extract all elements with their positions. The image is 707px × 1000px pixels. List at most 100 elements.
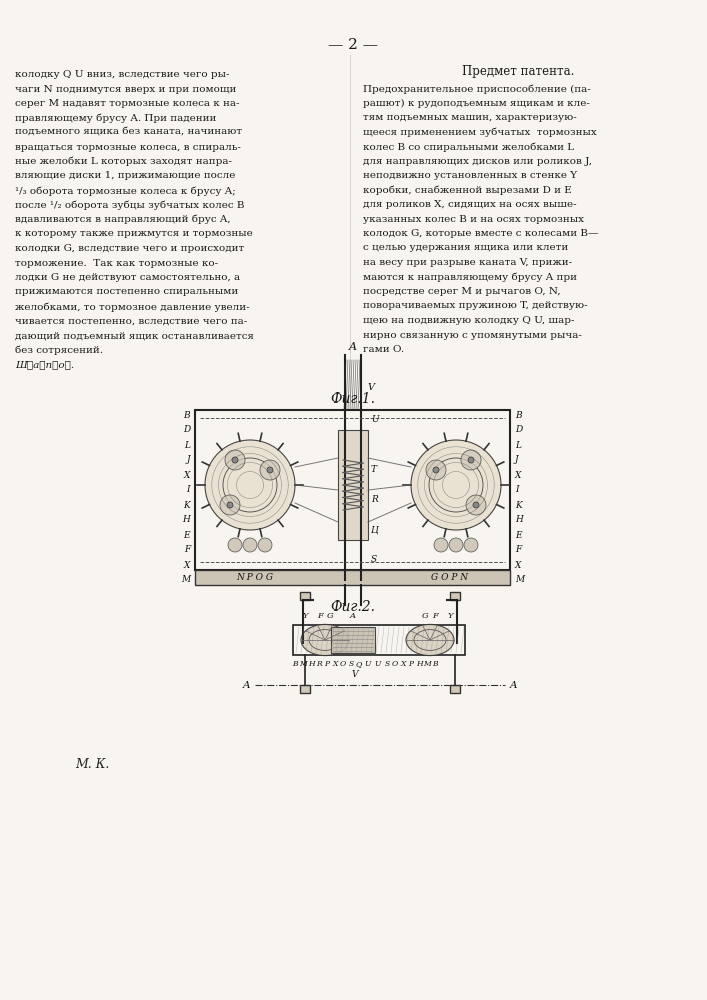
- Ellipse shape: [406, 624, 454, 656]
- Text: М. К.: М. К.: [75, 758, 110, 772]
- Bar: [195, 410, 510, 570]
- Text: N P O G: N P O G: [236, 574, 274, 582]
- Text: X: X: [184, 560, 190, 570]
- Text: K: K: [183, 500, 190, 510]
- Text: R: R: [316, 660, 322, 668]
- Text: коробки, снабженной вырезами D и E: коробки, снабженной вырезами D и E: [363, 186, 572, 195]
- Text: ные желобки L которых заходят напра-: ные желобки L которых заходят напра-: [15, 157, 232, 166]
- Text: M: M: [299, 660, 307, 668]
- Text: — 2 —: — 2 —: [328, 38, 378, 52]
- Text: рашют) к рудоподъемным ящикам и кле-: рашют) к рудоподъемным ящикам и кле-: [363, 99, 590, 108]
- Text: колес B со спиральными желобками L: колес B со спиральными желобками L: [363, 142, 574, 151]
- Bar: [331, 627, 375, 653]
- Circle shape: [434, 538, 448, 552]
- Text: лодки G не действуют самостоятельно, а: лодки G не действуют самостоятельно, а: [15, 273, 240, 282]
- Text: X: X: [515, 560, 521, 570]
- Text: торможение.  Так как тормозные ко-: торможение. Так как тормозные ко-: [15, 258, 218, 267]
- Circle shape: [468, 457, 474, 463]
- Circle shape: [258, 538, 272, 552]
- Circle shape: [267, 467, 273, 473]
- Text: колодку Q U вниз, вследствие чего ры-: колодку Q U вниз, вследствие чего ры-: [15, 70, 230, 79]
- Text: O: O: [340, 660, 346, 668]
- Text: M: M: [515, 576, 525, 584]
- Text: A: A: [243, 680, 250, 690]
- Text: H: H: [308, 660, 315, 668]
- Text: с целью удержания ящика или клети: с целью удержания ящика или клети: [363, 243, 568, 252]
- Text: чаги N поднимутся вверх и при помощи: чаги N поднимутся вверх и при помощи: [15, 85, 236, 94]
- Text: для роликов X, сидящих на осях выше-: для роликов X, сидящих на осях выше-: [363, 200, 577, 209]
- Text: правляющему брусу A. При падении: правляющему брусу A. При падении: [15, 113, 216, 123]
- Circle shape: [220, 495, 240, 515]
- Text: S: S: [371, 556, 377, 564]
- Text: P: P: [409, 660, 414, 668]
- Text: к которому также прижмутся и тормозные: к которому также прижмутся и тормозные: [15, 230, 252, 238]
- Text: L: L: [515, 440, 521, 450]
- Text: E: E: [183, 530, 190, 540]
- Text: B: B: [515, 410, 522, 420]
- Text: S: S: [349, 660, 354, 668]
- Text: Ц: Ц: [371, 526, 379, 534]
- Text: поворачиваемых пружиною T, действую-: поворачиваемых пружиною T, действую-: [363, 302, 588, 310]
- Text: R: R: [371, 495, 378, 504]
- Text: для направляющих дисков или роликов J,: для направляющих дисков или роликов J,: [363, 156, 592, 165]
- Circle shape: [461, 450, 481, 470]
- Text: на весу при разрыве каната V, прижи-: на весу при разрыве каната V, прижи-: [363, 258, 572, 267]
- Text: дающий подъемный ящик останавливается: дающий подъемный ящик останавливается: [15, 331, 254, 340]
- Text: T: T: [371, 466, 377, 475]
- Text: M: M: [423, 660, 431, 668]
- Circle shape: [232, 457, 238, 463]
- Text: D: D: [515, 426, 522, 434]
- Circle shape: [227, 502, 233, 508]
- Text: X: X: [400, 660, 406, 668]
- Bar: [450, 592, 460, 600]
- Bar: [195, 570, 510, 585]
- Bar: [450, 685, 460, 693]
- Ellipse shape: [301, 624, 349, 656]
- Text: маются к направляющему брусу A при: маются к направляющему брусу A при: [363, 272, 577, 282]
- Text: после ¹/₂ оборота зубцы зубчатых колес B: после ¹/₂ оборота зубцы зубчатых колес B: [15, 200, 245, 210]
- Text: V: V: [352, 670, 358, 679]
- Text: желобками, то тормозное давление увели-: желобками, то тормозное давление увели-: [15, 302, 250, 312]
- Circle shape: [243, 538, 257, 552]
- Text: колодок G, которые вместе с колесами B—: колодок G, которые вместе с колесами B—: [363, 229, 598, 238]
- Circle shape: [411, 440, 501, 530]
- Text: I: I: [515, 486, 518, 494]
- Text: U: U: [364, 660, 370, 668]
- Text: Y: Y: [303, 612, 308, 620]
- Text: серег M надавят тормозные колеса к на-: серег M надавят тормозные колеса к на-: [15, 99, 240, 108]
- Text: Предохранительное приспособление (па-: Предохранительное приспособление (па-: [363, 84, 591, 94]
- Text: A: A: [350, 612, 356, 620]
- Circle shape: [225, 450, 245, 470]
- Text: O: O: [392, 660, 398, 668]
- Text: L: L: [184, 440, 190, 450]
- Bar: [300, 592, 310, 600]
- Text: H: H: [182, 516, 190, 524]
- Text: чивается постепенно, вследствие чего па-: чивается постепенно, вследствие чего па-: [15, 316, 247, 326]
- Text: M: M: [181, 576, 190, 584]
- Text: U: U: [371, 416, 379, 424]
- Circle shape: [260, 460, 280, 480]
- Text: без сотрясений.: без сотрясений.: [15, 346, 103, 355]
- Text: X: X: [184, 471, 190, 480]
- Text: J: J: [187, 456, 190, 464]
- Text: D: D: [182, 426, 190, 434]
- Text: гами O.: гами O.: [363, 345, 404, 354]
- Text: P: P: [325, 660, 329, 668]
- Text: Q: Q: [356, 660, 362, 668]
- Text: неподвижно установленных в стенке Y: неподвижно установленных в стенке Y: [363, 171, 577, 180]
- Text: посредстве серег M и рычагов O, N,: посредстве серег M и рычагов O, N,: [363, 287, 561, 296]
- Text: нирно связанную с упомянутыми рыча-: нирно связанную с упомянутыми рыча-: [363, 330, 582, 340]
- Text: вляющие диски 1, прижимающие после: вляющие диски 1, прижимающие после: [15, 172, 235, 180]
- Text: H: H: [515, 516, 523, 524]
- Circle shape: [464, 538, 478, 552]
- Text: E: E: [515, 530, 522, 540]
- Text: Фиг.2.: Фиг.2.: [330, 600, 375, 614]
- Text: A: A: [349, 342, 357, 352]
- Text: B: B: [432, 660, 438, 668]
- Text: B: B: [183, 410, 190, 420]
- Circle shape: [205, 440, 295, 530]
- Text: G: G: [327, 612, 334, 620]
- Text: I: I: [187, 486, 190, 494]
- Text: F: F: [515, 546, 521, 554]
- Text: V: V: [368, 383, 375, 392]
